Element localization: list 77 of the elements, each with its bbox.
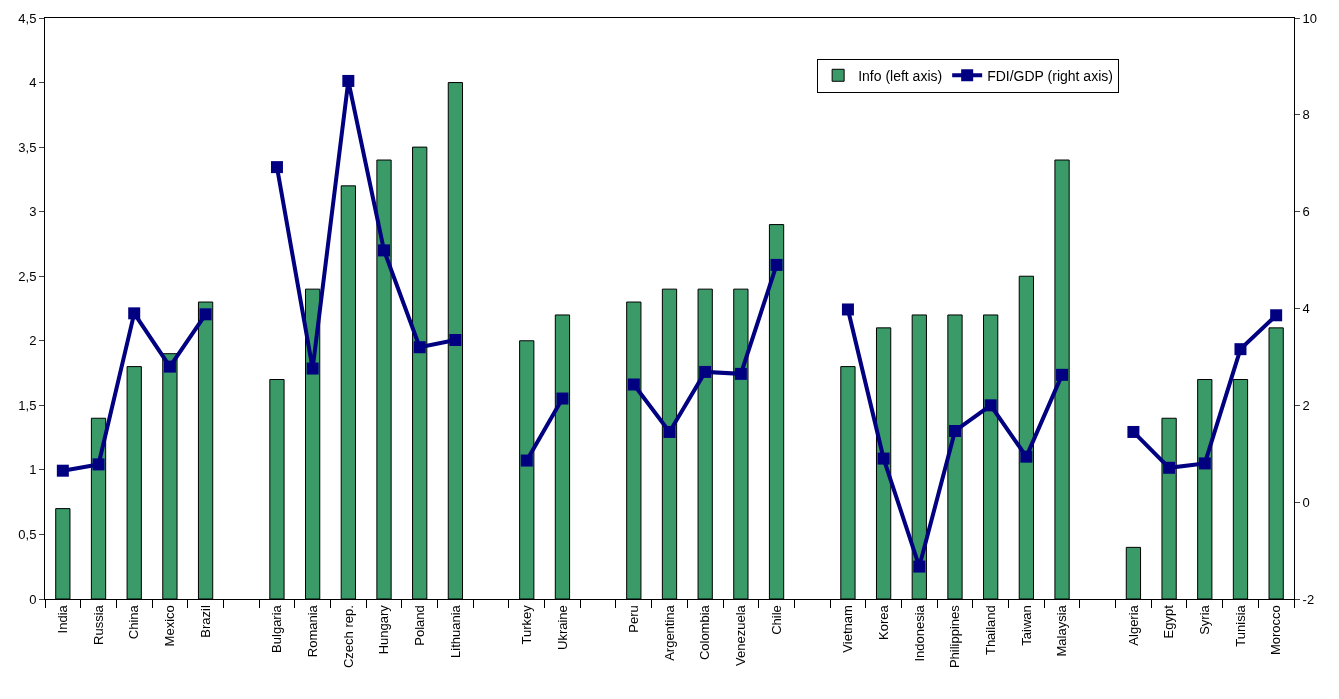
y2-tick-label: 4 [1302,301,1310,317]
point [413,341,426,354]
x-tick-label: Brazil [197,605,213,638]
x-tick-label: Peru [626,605,642,633]
point [1020,450,1033,463]
x-tick-label: Venezuela [733,604,749,666]
y2-tick-label: 10 [1302,10,1318,26]
point [342,74,355,87]
x-tick-label: Turkey [518,604,534,645]
point [663,425,676,438]
y-tick-label: 2 [29,333,37,349]
y2-tick-label: 6 [1302,204,1310,220]
x-tick-label: Romania [304,604,320,658]
x-tick-label: Egypt [1161,604,1177,639]
point [627,378,640,391]
point [199,308,212,321]
point [1127,425,1140,438]
point [1270,309,1283,322]
y-tick-label: 4,5 [18,10,37,26]
x-tick-label: Korea [875,604,891,640]
y-tick-label: 4 [29,75,37,91]
x-tick-label: Tunisia [1232,604,1248,647]
x-tick-label: Chile [768,605,784,635]
x-tick-label: Thailand [982,605,998,656]
point [163,360,176,373]
x-tick-label: Argentina [661,604,677,661]
legend-label: Info (left axis) [858,67,943,84]
point [734,367,747,380]
x-tick-label: China [126,604,142,640]
x-tick-label: Colombia [697,604,713,661]
y-tick-label: 0,5 [18,526,37,542]
point [1163,461,1176,474]
x-tick-label: Malaysia [1054,604,1070,657]
x-tick-label: Philippines [947,604,963,669]
y2-tick-label: 2 [1302,397,1310,413]
point [128,307,141,320]
x-tick-label: Algeria [1125,604,1141,646]
point [306,362,319,375]
y-tick-label: 3 [29,204,37,220]
x-tick-label: Vietnam [840,605,856,653]
x-tick-label: Morocco [1268,605,1284,656]
point [948,424,961,437]
point [841,303,854,316]
point [1056,368,1069,381]
y-tick-label: 3,5 [18,139,37,155]
x-tick-label: Taiwan [1018,605,1034,646]
point [1234,343,1247,356]
x-tick-label: India [55,604,71,634]
x-tick-label: Ukraine [554,605,570,650]
point [699,365,712,378]
point [984,399,997,412]
point [378,244,391,257]
y-tick-label: 0 [29,591,37,607]
x-tick-label: Czech rep. [340,605,356,669]
point [1198,457,1211,470]
y-tick-label: 2,5 [18,268,37,284]
point [56,464,69,477]
x-tick-label: Syria [1197,604,1213,635]
x-tick-label: Mexico [162,605,178,647]
y-tick-label: 1,5 [18,397,37,413]
x-tick-label: Indonesia [911,604,927,662]
x-tick-label: Poland [411,605,427,646]
point [877,452,890,465]
y-tick-label: 1 [29,462,37,478]
point [770,258,783,271]
x-tick-label: Bulgaria [269,604,285,653]
point [449,333,462,346]
x-tick-label: Hungary [376,604,392,655]
x-tick-label: Russia [90,604,106,645]
point [270,161,283,174]
y2-tick-label: 0 [1302,494,1310,510]
legend-label: FDI/GDP (right axis) [987,67,1113,84]
point [913,560,926,573]
x-tick-label: Lithuania [447,604,463,658]
point [92,458,105,471]
y2-tick-label: -2 [1302,591,1315,607]
y2-tick-label: 8 [1302,107,1310,123]
